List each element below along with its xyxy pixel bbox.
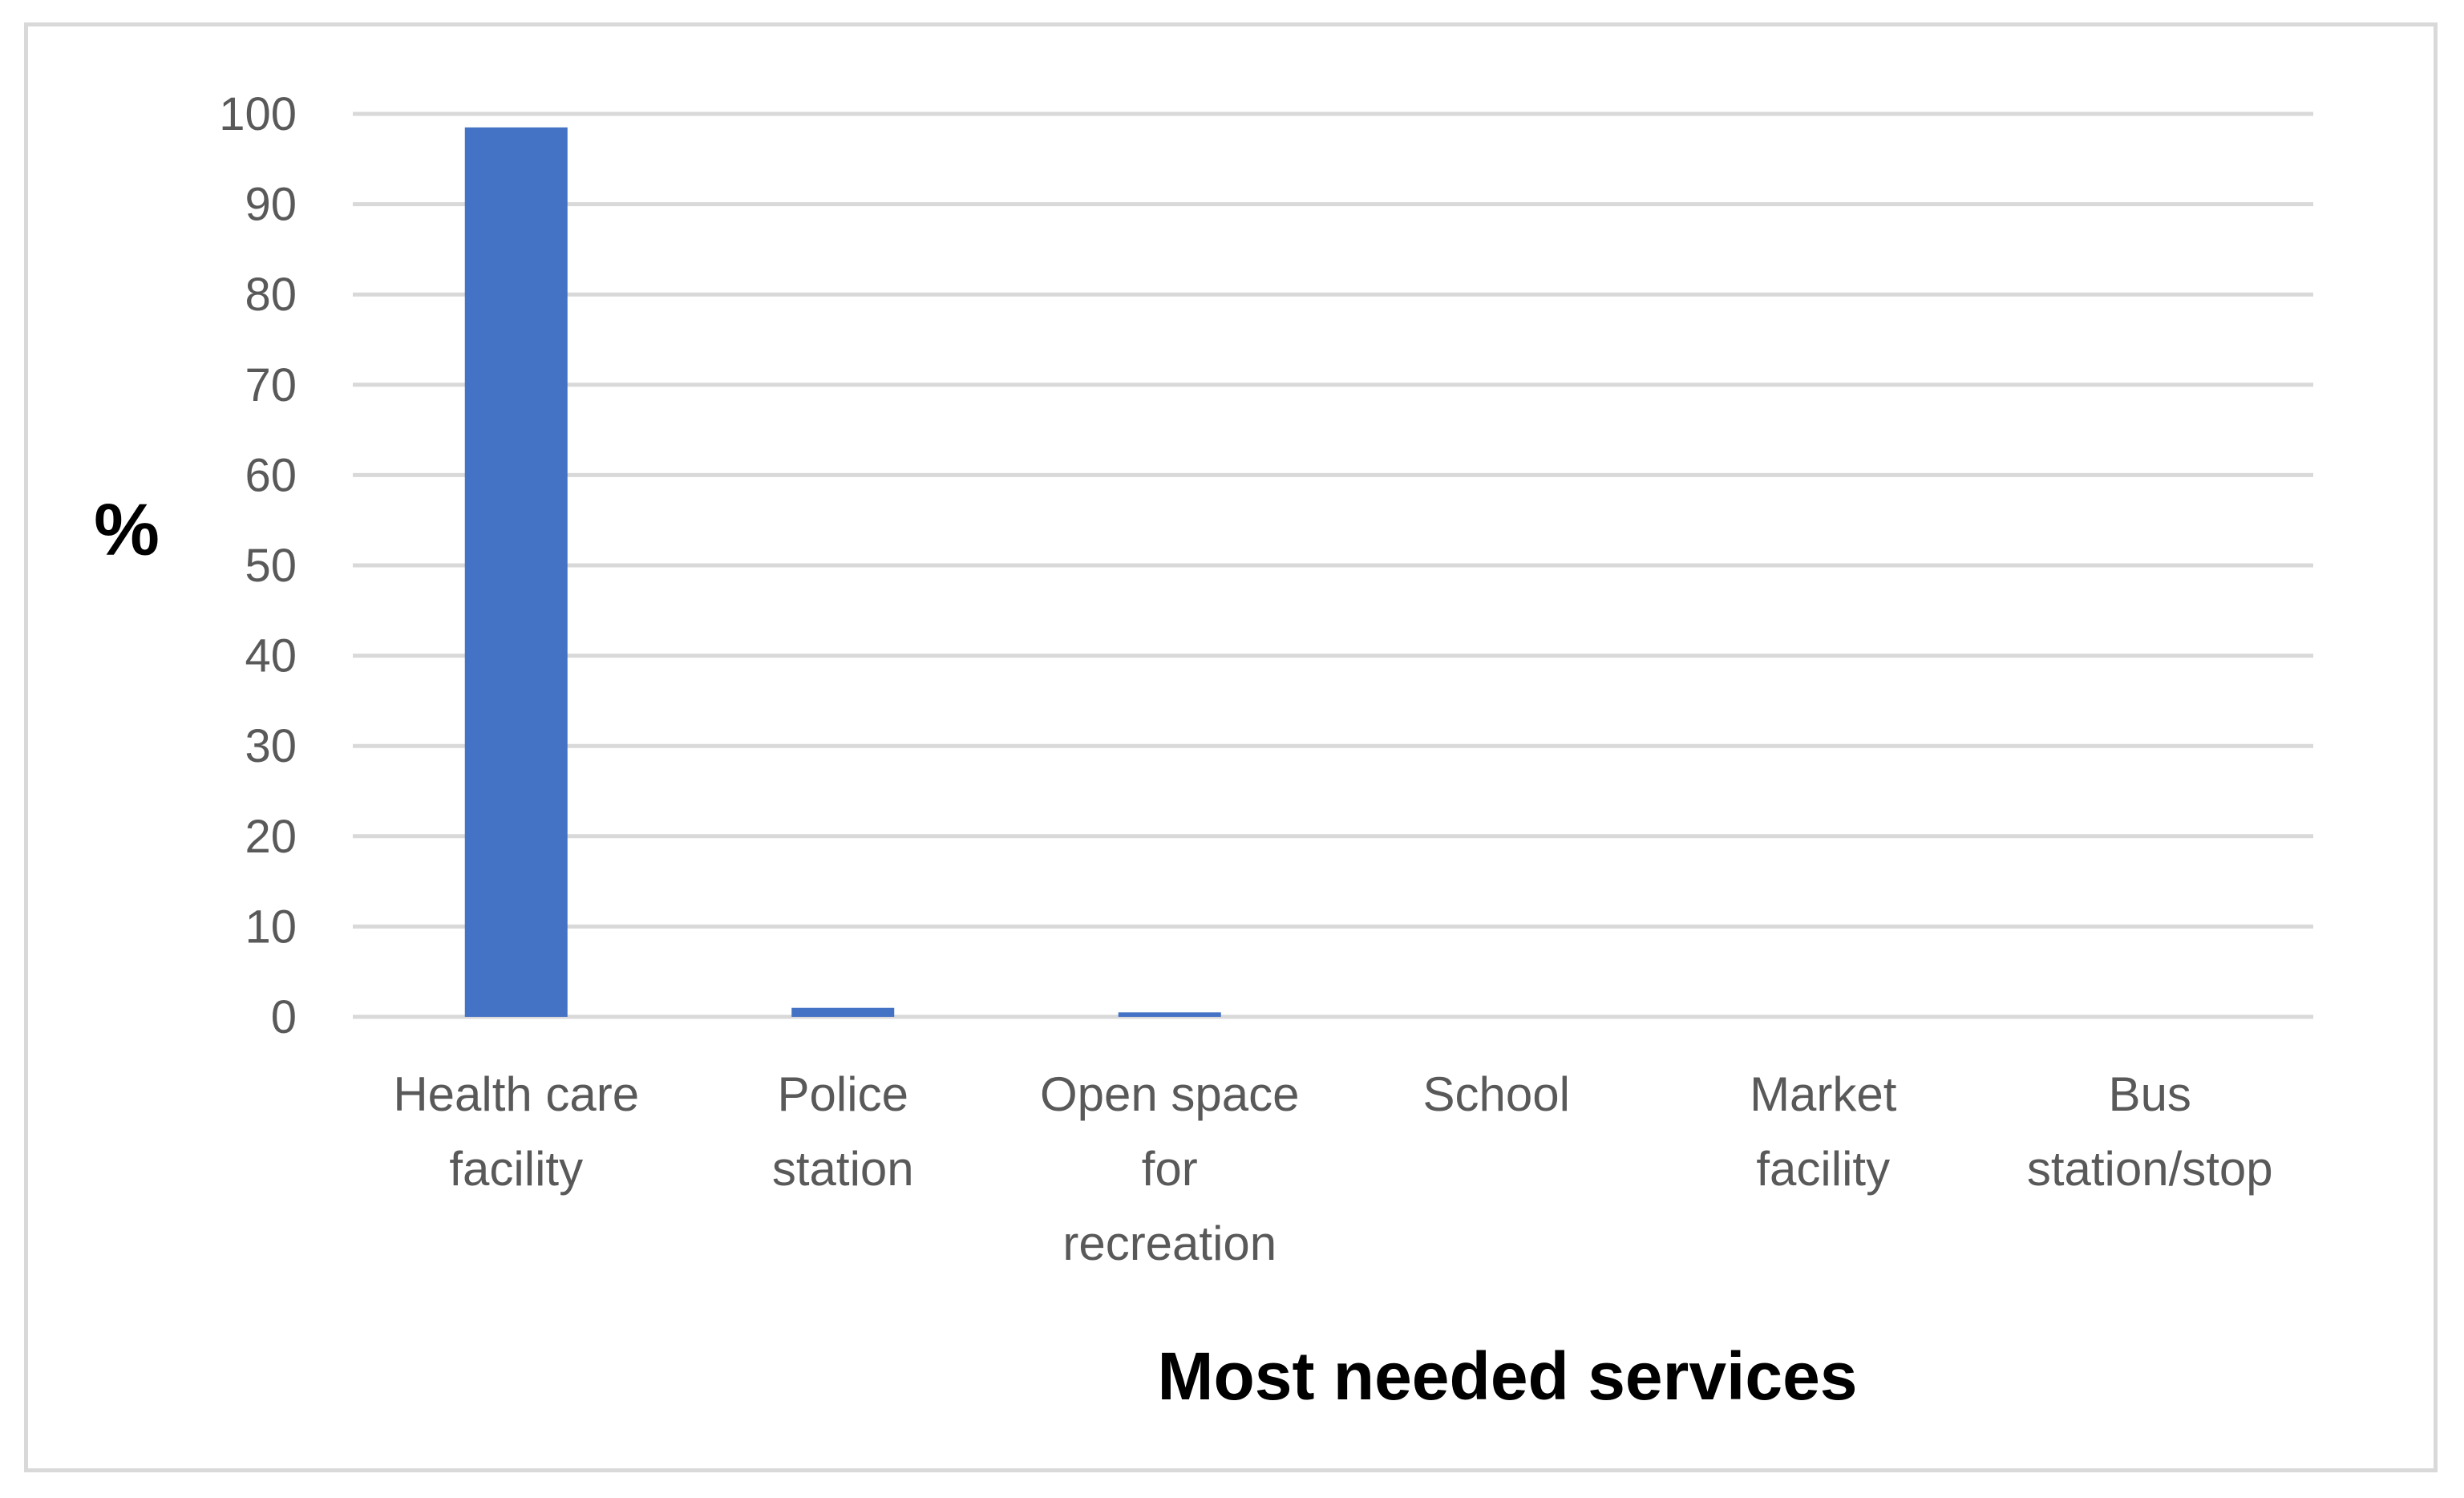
y-tick-label: 30: [245, 720, 297, 772]
y-tick-label: 50: [245, 540, 297, 592]
x-axis-categories: Health care facility Police station Open spa…: [393, 1067, 2272, 1270]
y-tick-label: 60: [245, 449, 297, 501]
bar: [791, 1007, 895, 1017]
y-tick-label: 80: [245, 269, 297, 321]
y-tick-label: 20: [245, 811, 297, 863]
x-category-label: Police station: [772, 1067, 914, 1196]
x-axis-label: Most needed services: [1157, 1338, 1857, 1414]
y-axis-label: %: [94, 489, 160, 571]
y-axis-ticks: 0 10 20 30 40 50 60 70 80 90 100: [219, 88, 297, 1043]
x-category-label-line: Market: [1750, 1067, 1897, 1121]
x-category-label-line: Open space: [1040, 1067, 1300, 1121]
y-tick-label: 100: [219, 88, 297, 140]
x-category-label: Health care facility: [393, 1067, 639, 1196]
x-category-label-line: station: [772, 1142, 914, 1196]
bar: [464, 127, 568, 1017]
x-category-label: Open space for recreation: [1040, 1067, 1300, 1270]
y-tick-label: 0: [271, 991, 297, 1043]
gridlines: [353, 111, 2313, 1019]
x-category-label-line: for: [1142, 1142, 1198, 1196]
x-category-label-line: Police: [778, 1067, 908, 1121]
x-category-label-line: facility: [449, 1142, 583, 1196]
x-category-label-line: station/stop: [2027, 1142, 2273, 1196]
x-category-label: School: [1423, 1067, 1570, 1121]
y-tick-label: 70: [245, 359, 297, 411]
bars: [464, 127, 1221, 1017]
x-category-label-line: School: [1423, 1067, 1570, 1121]
y-tick-label: 40: [245, 630, 297, 682]
y-tick-label: 10: [245, 901, 297, 953]
x-category-label-line: Health care: [393, 1067, 639, 1121]
x-category-label: Bus station/stop: [2027, 1067, 2273, 1196]
x-category-label-line: Bus: [2109, 1067, 2191, 1121]
bar: [1118, 1012, 1221, 1017]
x-category-label-line: recreation: [1062, 1217, 1277, 1270]
x-category-label-line: facility: [1756, 1142, 1890, 1196]
x-category-label: Market facility: [1750, 1067, 1897, 1196]
y-tick-label: 90: [245, 179, 297, 231]
